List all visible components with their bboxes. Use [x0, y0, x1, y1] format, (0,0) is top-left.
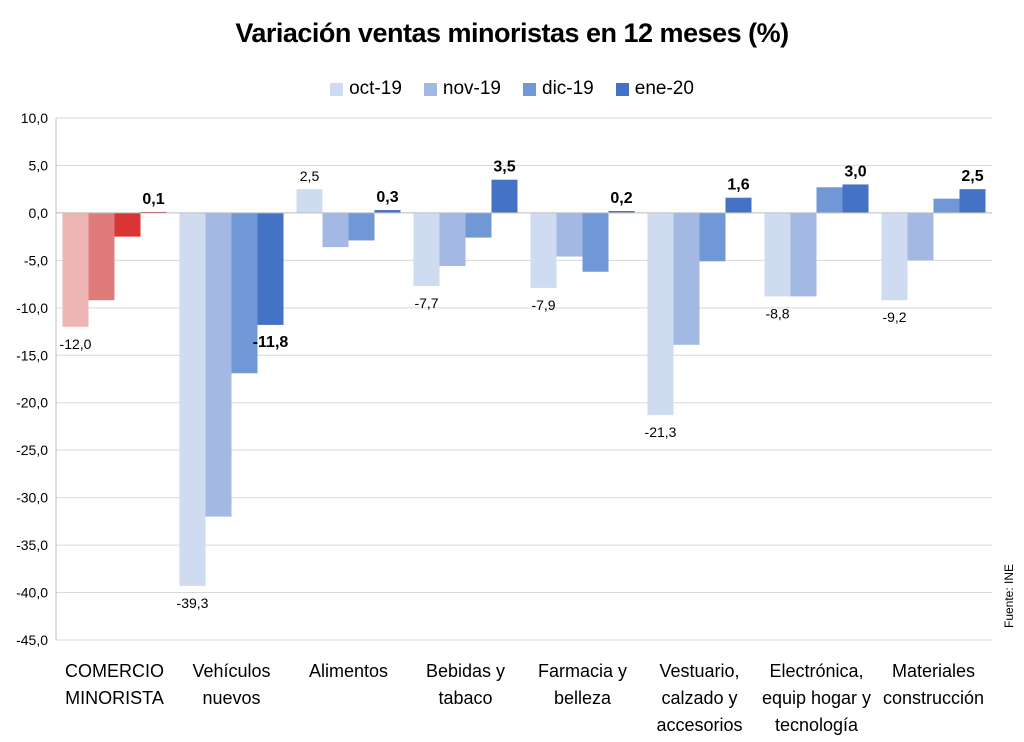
bar-dic-19-5	[699, 212, 726, 262]
x-category-label: Bebidas y	[426, 661, 505, 681]
data-label-ene-20-1: -11,8	[253, 334, 289, 351]
bar-dic-19-4	[582, 212, 609, 272]
y-tick-label: 5,0	[29, 157, 49, 173]
bar-oct-19-6	[764, 212, 791, 297]
y-tick-label: 10,0	[21, 110, 48, 126]
bar-dic-19-3	[465, 212, 492, 238]
legend-swatch	[423, 82, 437, 96]
legend-label: nov-19	[442, 78, 501, 99]
bar-oct-19-2	[296, 189, 323, 213]
bar-oct-19-0	[62, 212, 89, 327]
bar-ene-20-7	[959, 189, 986, 213]
bar-nov-19-3	[439, 212, 466, 267]
data-label-ene-20-7: 2,5	[961, 168, 983, 185]
data-label-oct-19-1: -39,3	[177, 595, 209, 611]
legend-label: dic-19	[542, 78, 594, 99]
x-category-label: COMERCIO	[65, 661, 164, 681]
x-category-label: Alimentos	[309, 661, 388, 681]
legend-label: ene-20	[634, 78, 694, 99]
y-tick-label: -35,0	[16, 537, 48, 553]
x-category-label: MINORISTA	[65, 688, 164, 708]
bar-nov-19-2	[322, 212, 349, 248]
y-tick-label: -30,0	[16, 490, 48, 506]
bar-oct-19-1	[179, 212, 206, 586]
y-tick-label: -25,0	[16, 442, 48, 458]
x-category-label: belleza	[554, 688, 612, 708]
bar-nov-19-4	[556, 212, 583, 257]
data-label-ene-20-0: 0,1	[142, 191, 164, 208]
bar-dic-19-7	[933, 198, 960, 213]
bar-ene-20-3	[491, 179, 518, 213]
bar-nov-19-7	[907, 212, 934, 261]
x-category-label: Materiales	[892, 661, 975, 681]
x-category-label: tabaco	[438, 688, 492, 708]
data-label-ene-20-5: 1,6	[727, 177, 749, 194]
bar-nov-19-5	[673, 212, 700, 345]
y-tick-label: -10,0	[16, 300, 48, 316]
legend-label: oct-19	[349, 78, 402, 99]
source-note: Fuente: INE	[1002, 563, 1016, 628]
y-tick-label: -40,0	[16, 585, 48, 601]
bar-ene-20-4	[608, 211, 635, 213]
x-category-label: construcción	[883, 688, 984, 708]
y-tick-label: 0,0	[29, 205, 49, 221]
data-label-oct-19-7: -9,2	[882, 309, 906, 325]
y-tick-label: -5,0	[24, 252, 48, 268]
bar-oct-19-5	[647, 212, 674, 416]
bar-ene-20-2	[374, 210, 401, 213]
legend-swatch	[615, 82, 629, 96]
data-label-oct-19-6: -8,8	[765, 305, 789, 321]
data-label-oct-19-5: -21,3	[645, 424, 677, 440]
data-label-ene-20-4: 0,2	[610, 190, 632, 207]
legend-item-ene-20: ene-20	[615, 78, 694, 100]
y-tick-label: -20,0	[16, 395, 48, 411]
bar-ene-20-5	[725, 197, 752, 213]
y-tick-label: -15,0	[16, 347, 48, 363]
bar-oct-19-7	[881, 212, 908, 301]
data-label-ene-20-3: 3,5	[493, 159, 515, 176]
x-category-label: tecnología	[775, 715, 859, 735]
x-category-label: Farmacia y	[538, 661, 627, 681]
x-category-label: equip hogar y	[762, 688, 871, 708]
bar-nov-19-0	[88, 212, 115, 301]
y-tick-label: -45,0	[16, 632, 48, 648]
x-category-label: nuevos	[202, 688, 260, 708]
bar-nov-19-1	[205, 212, 232, 517]
bar-oct-19-4	[530, 212, 557, 288]
bar-dic-19-6	[816, 187, 843, 213]
data-label-ene-20-6: 3,0	[844, 163, 866, 180]
bar-oct-19-3	[413, 212, 440, 286]
bar-dic-19-2	[348, 212, 375, 241]
data-label-oct-19-0: -12,0	[60, 336, 92, 352]
legend-item-nov-19: nov-19	[423, 78, 501, 100]
x-category-label: Electrónica,	[769, 661, 863, 681]
bar-nov-19-6	[790, 212, 817, 297]
data-label-oct-19-4: -7,9	[531, 297, 555, 313]
bar-ene-20-1	[257, 212, 284, 325]
legend-item-dic-19: dic-19	[523, 78, 594, 100]
legend-swatch	[523, 82, 536, 96]
x-category-label: Vehículos	[192, 661, 270, 681]
chart-title: Variación ventas minoristas en 12 meses …	[235, 18, 789, 48]
data-label-oct-19-3: -7,7	[414, 295, 438, 311]
data-label-ene-20-2: 0,3	[376, 189, 398, 206]
bar-dic-19-0	[114, 212, 141, 237]
bar-ene-20-6	[842, 184, 869, 213]
data-label-oct-19-2: 2,5	[300, 168, 320, 184]
legend: oct-19 nov-19 dic-19 ene-20	[0, 78, 1024, 100]
x-category-label: Vestuario,	[659, 661, 739, 681]
legend-swatch	[330, 82, 344, 96]
legend-item-oct-19: oct-19	[330, 78, 402, 100]
bar-dic-19-1	[231, 212, 258, 374]
x-category-label: accesorios	[656, 715, 742, 735]
x-category-label: calzado y	[661, 688, 737, 708]
